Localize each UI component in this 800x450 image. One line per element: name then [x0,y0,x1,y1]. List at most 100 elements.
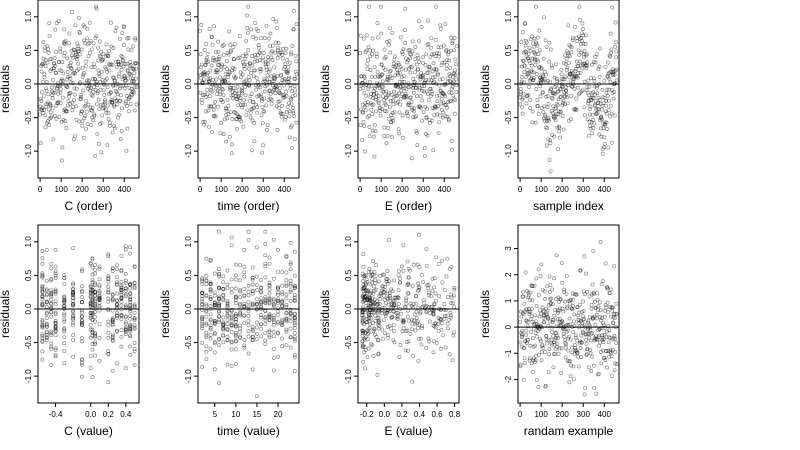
data-point [101,88,106,93]
data-point [44,102,49,106]
data-point [88,283,93,288]
data-point [556,308,561,313]
data-point [46,107,51,112]
data-point [604,111,609,116]
data-point [575,350,580,355]
x-tick-label: 5 [213,410,218,419]
data-point [384,141,389,145]
data-point [242,293,247,298]
data-point [523,338,528,343]
data-point [132,325,137,330]
data-point [71,316,76,321]
data-point [450,301,455,306]
data-point [44,305,49,309]
data-point [367,319,372,324]
data-point [110,296,115,301]
data-point [533,330,538,335]
data-point [85,26,90,31]
data-point [567,54,572,59]
data-point [232,74,237,79]
data-point [423,79,428,84]
data-point [521,312,526,317]
data-point [79,92,84,97]
data-point [260,150,265,155]
data-point [75,46,80,51]
data-point [62,304,67,308]
data-point [242,321,247,325]
data-point [97,264,102,269]
data-point [391,298,396,303]
data-point [526,51,531,56]
data-point [233,295,238,300]
y-tick-label: -1.0 [24,369,33,383]
data-point [217,302,221,307]
data-point [566,23,571,28]
data-point [543,114,548,119]
data-point [53,268,58,273]
data-point [437,294,441,298]
data-point [447,352,452,357]
data-point [75,54,80,59]
data-point [210,130,215,135]
data-point [44,292,49,297]
data-point [134,85,139,89]
data-point [593,305,598,310]
data-point [434,93,439,98]
data-point [40,261,45,266]
data-point [576,64,581,68]
data-point [577,310,581,315]
data-point [110,334,115,339]
data-point [208,68,213,73]
data-point [223,79,228,84]
data-point [240,53,245,58]
data-point [425,133,430,138]
data-point [78,96,83,101]
data-point [49,329,54,334]
data-point [284,296,289,301]
data-point [239,88,244,93]
data-point [274,26,279,31]
data-point [552,337,557,342]
data-point [204,42,209,47]
data-point [53,275,58,280]
data-point [385,133,390,138]
data-point [62,294,67,299]
data-point [603,109,608,114]
data-point [248,61,252,66]
data-point [531,76,536,81]
data-point [95,89,100,94]
data-point [290,89,295,94]
data-point [434,4,439,9]
data-point [541,320,546,325]
data-point [410,49,415,54]
data-point [612,113,617,118]
data-point [109,98,114,103]
data-point [552,116,557,121]
data-point [556,97,561,102]
data-point [123,329,128,334]
data-point [551,114,556,119]
data-point [44,324,49,329]
data-point [373,97,378,102]
data-point [246,314,251,318]
data-point [557,125,562,130]
data-point [211,113,216,118]
data-point [119,344,124,349]
data-point [442,60,447,65]
data-point [200,302,205,307]
data-point [398,35,403,40]
data-point [368,274,373,279]
data-point [55,101,60,106]
data-point [601,145,606,150]
data-point [284,89,288,94]
data-point [232,42,237,47]
data-point [605,286,610,291]
data-point [225,309,230,314]
data-point [71,292,76,297]
y-tick-label: 2 [504,272,513,277]
data-point [102,99,107,104]
data-point [520,332,525,337]
data-point [543,125,548,130]
data-point [608,31,613,36]
data-point [96,45,100,50]
